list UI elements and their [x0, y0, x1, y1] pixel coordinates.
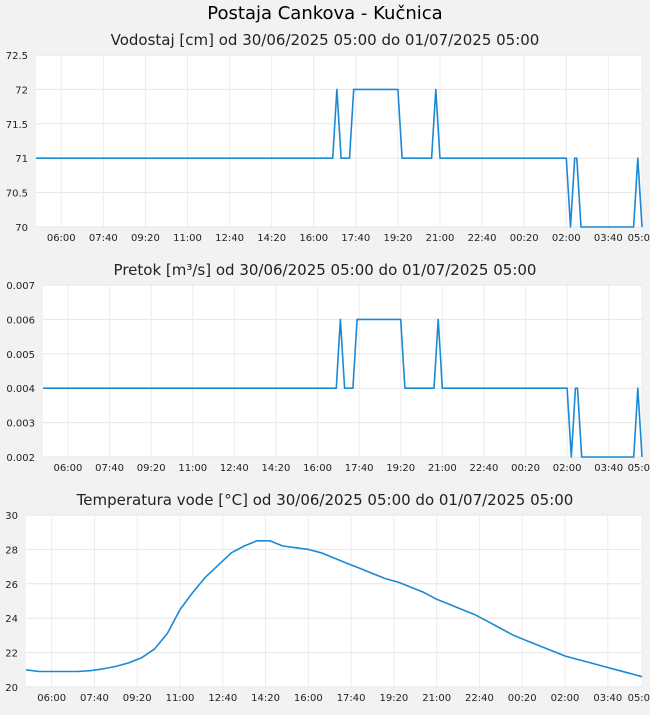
- x-tick-label: 19:20: [384, 233, 413, 244]
- x-tick-label: 11:00: [166, 693, 195, 704]
- x-tick-label: 07:40: [89, 233, 118, 244]
- x-tick-label: 06:00: [47, 233, 76, 244]
- plot-area: [43, 285, 642, 457]
- x-tick-label: 03:40: [593, 693, 622, 704]
- x-tick-label: 22:40: [470, 463, 499, 474]
- y-tick-label: 26: [5, 580, 18, 591]
- x-tick-label: 09:20: [137, 463, 166, 474]
- x-tick-label: 03:40: [594, 233, 623, 244]
- water-temperature-chart: Temperatura vode [°C] od 30/06/2025 05:0…: [5, 491, 650, 704]
- chart-title: Temperatura vode [°C] od 30/06/2025 05:0…: [76, 491, 574, 509]
- x-tick-label: 21:00: [426, 233, 455, 244]
- x-tick-label: 14:20: [251, 693, 280, 704]
- y-tick-label: 72: [15, 85, 28, 96]
- y-tick-label: 22: [5, 649, 18, 660]
- y-tick-label: 20: [5, 683, 18, 694]
- x-tick-label: 00:20: [510, 233, 539, 244]
- x-tick-label: 07:40: [80, 693, 109, 704]
- x-tick-label: 07:40: [95, 463, 124, 474]
- plot-area: [26, 515, 642, 687]
- flow-chart: Pretok [m³/s] od 30/06/2025 05:00 do 01/…: [6, 261, 650, 474]
- y-tick-label: 0.003: [6, 419, 35, 430]
- y-tick-label: 0.002: [6, 453, 35, 464]
- x-tick-label: 12:40: [208, 693, 237, 704]
- x-tick-label: 16:00: [294, 693, 323, 704]
- x-tick-label: 02:00: [552, 233, 581, 244]
- x-tick-label: 09:20: [123, 693, 152, 704]
- x-tick-label: 00:20: [511, 463, 540, 474]
- x-tick-label: 21:00: [422, 693, 451, 704]
- page-title: Postaja Cankova - Kučnica: [207, 3, 443, 24]
- x-tick-label: 02:00: [551, 693, 580, 704]
- x-tick-label: 05:00: [628, 693, 650, 704]
- y-tick-label: 70.5: [6, 189, 28, 200]
- y-tick-label: 0.004: [6, 384, 35, 395]
- x-tick-label: 17:40: [345, 463, 374, 474]
- y-tick-label: 0.006: [6, 315, 35, 326]
- x-tick-label: 16:00: [303, 463, 332, 474]
- y-tick-label: 24: [5, 614, 18, 625]
- x-tick-label: 14:20: [257, 233, 286, 244]
- y-tick-label: 28: [5, 545, 18, 556]
- chart-title: Pretok [m³/s] od 30/06/2025 05:00 do 01/…: [114, 261, 537, 279]
- x-tick-label: 02:00: [553, 463, 582, 474]
- x-tick-label: 21:00: [428, 463, 457, 474]
- water-level-chart: Vodostaj [cm] od 30/06/2025 05:00 do 01/…: [6, 31, 650, 244]
- x-tick-label: 17:40: [337, 693, 366, 704]
- x-tick-label: 17:40: [341, 233, 370, 244]
- y-tick-label: 71.5: [6, 120, 28, 131]
- series-line: [36, 88, 643, 228]
- series-line: [43, 318, 643, 458]
- x-tick-label: 05:00: [628, 463, 650, 474]
- x-tick-label: 22:40: [468, 233, 497, 244]
- x-tick-label: 19:20: [379, 693, 408, 704]
- y-tick-label: 0.007: [6, 281, 35, 292]
- y-tick-label: 0.005: [6, 350, 35, 361]
- x-tick-label: 12:40: [215, 233, 244, 244]
- y-tick-label: 71: [15, 154, 28, 165]
- x-tick-label: 09:20: [131, 233, 160, 244]
- y-tick-label: 30: [5, 511, 18, 522]
- x-tick-label: 03:40: [594, 463, 623, 474]
- x-tick-label: 06:00: [37, 693, 66, 704]
- series-line: [25, 539, 643, 678]
- y-tick-label: 70: [15, 223, 28, 234]
- plot-area: [36, 55, 642, 227]
- x-tick-label: 06:00: [54, 463, 83, 474]
- chart-title: Vodostaj [cm] od 30/06/2025 05:00 do 01/…: [111, 31, 540, 49]
- x-tick-label: 11:00: [178, 463, 207, 474]
- x-tick-label: 05:00: [628, 233, 650, 244]
- x-tick-label: 16:00: [299, 233, 328, 244]
- x-tick-label: 11:00: [173, 233, 202, 244]
- x-tick-label: 22:40: [465, 693, 494, 704]
- y-tick-label: 72.5: [6, 51, 28, 62]
- x-tick-label: 12:40: [220, 463, 249, 474]
- x-tick-label: 14:20: [262, 463, 291, 474]
- x-tick-label: 19:20: [386, 463, 415, 474]
- x-tick-label: 00:20: [508, 693, 537, 704]
